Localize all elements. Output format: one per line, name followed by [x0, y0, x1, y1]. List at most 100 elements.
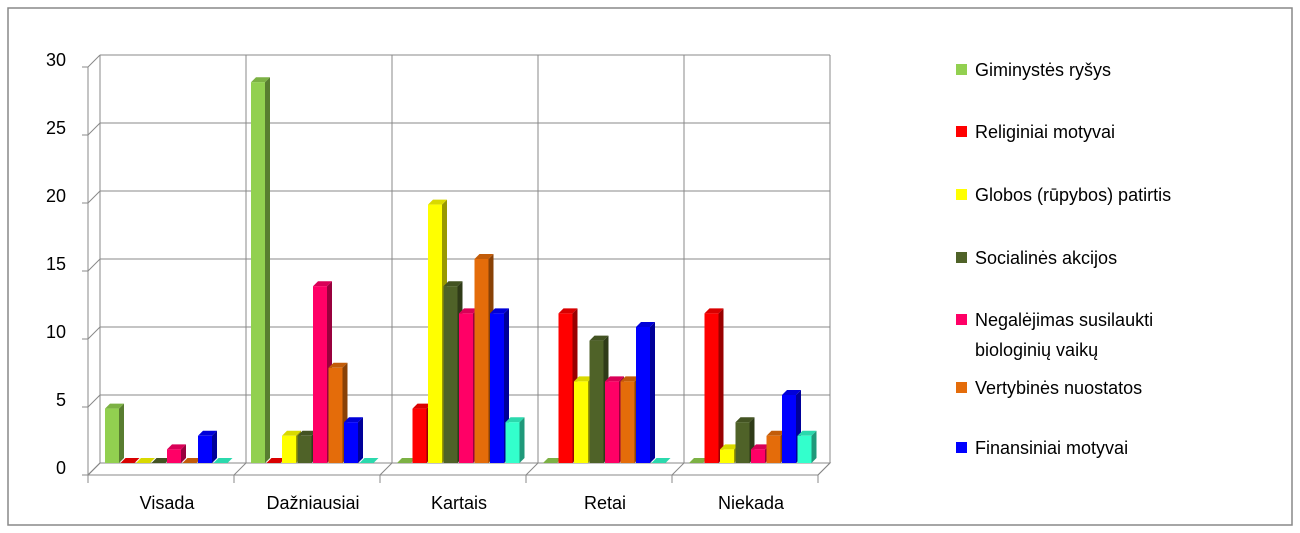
bar-top	[151, 458, 171, 463]
legend-item: Giminystės ryšys	[950, 55, 1240, 85]
bar-front	[636, 327, 650, 463]
floor-divider	[817, 462, 831, 476]
floor-divider	[87, 462, 101, 476]
y-tick-label: 30	[46, 50, 66, 70]
y-tick-label: 15	[46, 254, 66, 274]
bar	[359, 458, 379, 463]
bar-top	[313, 281, 332, 287]
bar-front	[720, 449, 734, 463]
bar-front	[704, 313, 719, 463]
bar	[213, 458, 233, 463]
bar-top	[704, 308, 724, 314]
bar-side	[119, 403, 124, 463]
bar	[182, 458, 202, 463]
bar-top	[328, 362, 348, 368]
bar-top	[182, 458, 202, 463]
legend-swatch	[956, 382, 967, 393]
bar	[797, 430, 817, 463]
bar-front	[558, 313, 573, 463]
bar-front	[589, 340, 604, 463]
legend-item: Religiniai motyvai	[950, 117, 1240, 147]
bar-front	[735, 422, 750, 463]
bar-front	[443, 286, 458, 463]
side-grid	[87, 258, 101, 272]
y-tick-label: 0	[56, 458, 66, 478]
bar	[266, 458, 286, 463]
bar-front	[751, 449, 765, 463]
bar-top	[636, 322, 655, 327]
bar-top	[689, 458, 708, 463]
bar	[636, 322, 655, 463]
bar	[328, 362, 348, 463]
legend-item: Vertybinės nuostatos	[950, 373, 1240, 403]
bar-top	[589, 335, 609, 341]
bar-top	[782, 390, 801, 395]
bar-front	[297, 435, 312, 463]
bar	[167, 444, 186, 463]
bar	[651, 458, 671, 463]
bar-front	[620, 381, 635, 463]
bar-front	[105, 408, 119, 463]
bar-top	[490, 308, 509, 314]
bar	[136, 458, 155, 463]
y-tick-label: 5	[56, 390, 66, 410]
bar-front	[490, 313, 504, 463]
bar-top	[266, 458, 286, 463]
bar-top	[558, 308, 578, 314]
bar-top	[213, 458, 233, 463]
legend-label: Finansiniai motyvai	[975, 438, 1129, 458]
legend-item: Socialinės akcijos	[950, 243, 1240, 273]
floor-divider	[671, 462, 685, 476]
bar-top	[474, 254, 494, 259]
bar-front	[412, 408, 427, 463]
legend-label: Religiniai motyvai	[975, 122, 1116, 142]
bar-side	[718, 308, 724, 463]
bar-top	[751, 444, 770, 450]
bar-top	[443, 281, 463, 287]
bar-front	[459, 313, 473, 463]
bar	[105, 403, 124, 463]
bar	[543, 458, 562, 463]
bar-side	[811, 430, 817, 463]
floor-divider	[233, 462, 247, 476]
y-tick-label: 20	[46, 186, 66, 206]
legend-swatch	[956, 64, 967, 75]
bar	[704, 308, 724, 463]
bar-side	[212, 430, 217, 463]
y-tick-label: 25	[46, 118, 66, 138]
bar-top	[428, 199, 447, 205]
legend-label: Socialinės akcijos	[975, 248, 1118, 268]
bar-front	[313, 286, 327, 463]
legend-label: Globos (rūpybos) patirtis	[975, 185, 1172, 205]
bar-top	[543, 458, 562, 463]
bar-side	[650, 322, 655, 463]
bar-top	[136, 458, 155, 463]
bar-top	[198, 430, 217, 436]
bar-front	[766, 435, 781, 463]
bar-top	[620, 376, 640, 382]
legend-item: Finansiniai motyvai	[950, 433, 1240, 463]
bar-top	[167, 444, 186, 450]
bar	[251, 77, 270, 463]
side-grid	[87, 190, 101, 204]
bar-side	[519, 417, 525, 463]
side-grid	[87, 394, 101, 408]
x-tick-label: Niekada	[718, 493, 785, 513]
bar-side	[358, 417, 363, 463]
legend-label: Negalėjimas susilaukti biologinių vaikų	[975, 310, 1154, 360]
bar-front	[574, 381, 588, 463]
bar-front	[505, 422, 520, 463]
floor-divider	[525, 462, 539, 476]
bar-front	[167, 449, 181, 463]
floor	[86, 462, 832, 476]
bar	[689, 458, 708, 463]
bar-front	[605, 381, 619, 463]
bar-top	[574, 376, 593, 382]
bar-top	[412, 403, 432, 409]
bar	[151, 458, 171, 463]
bar-top	[397, 458, 416, 463]
legend-label: Giminystės ryšys	[975, 60, 1112, 80]
bar-top	[359, 458, 379, 463]
